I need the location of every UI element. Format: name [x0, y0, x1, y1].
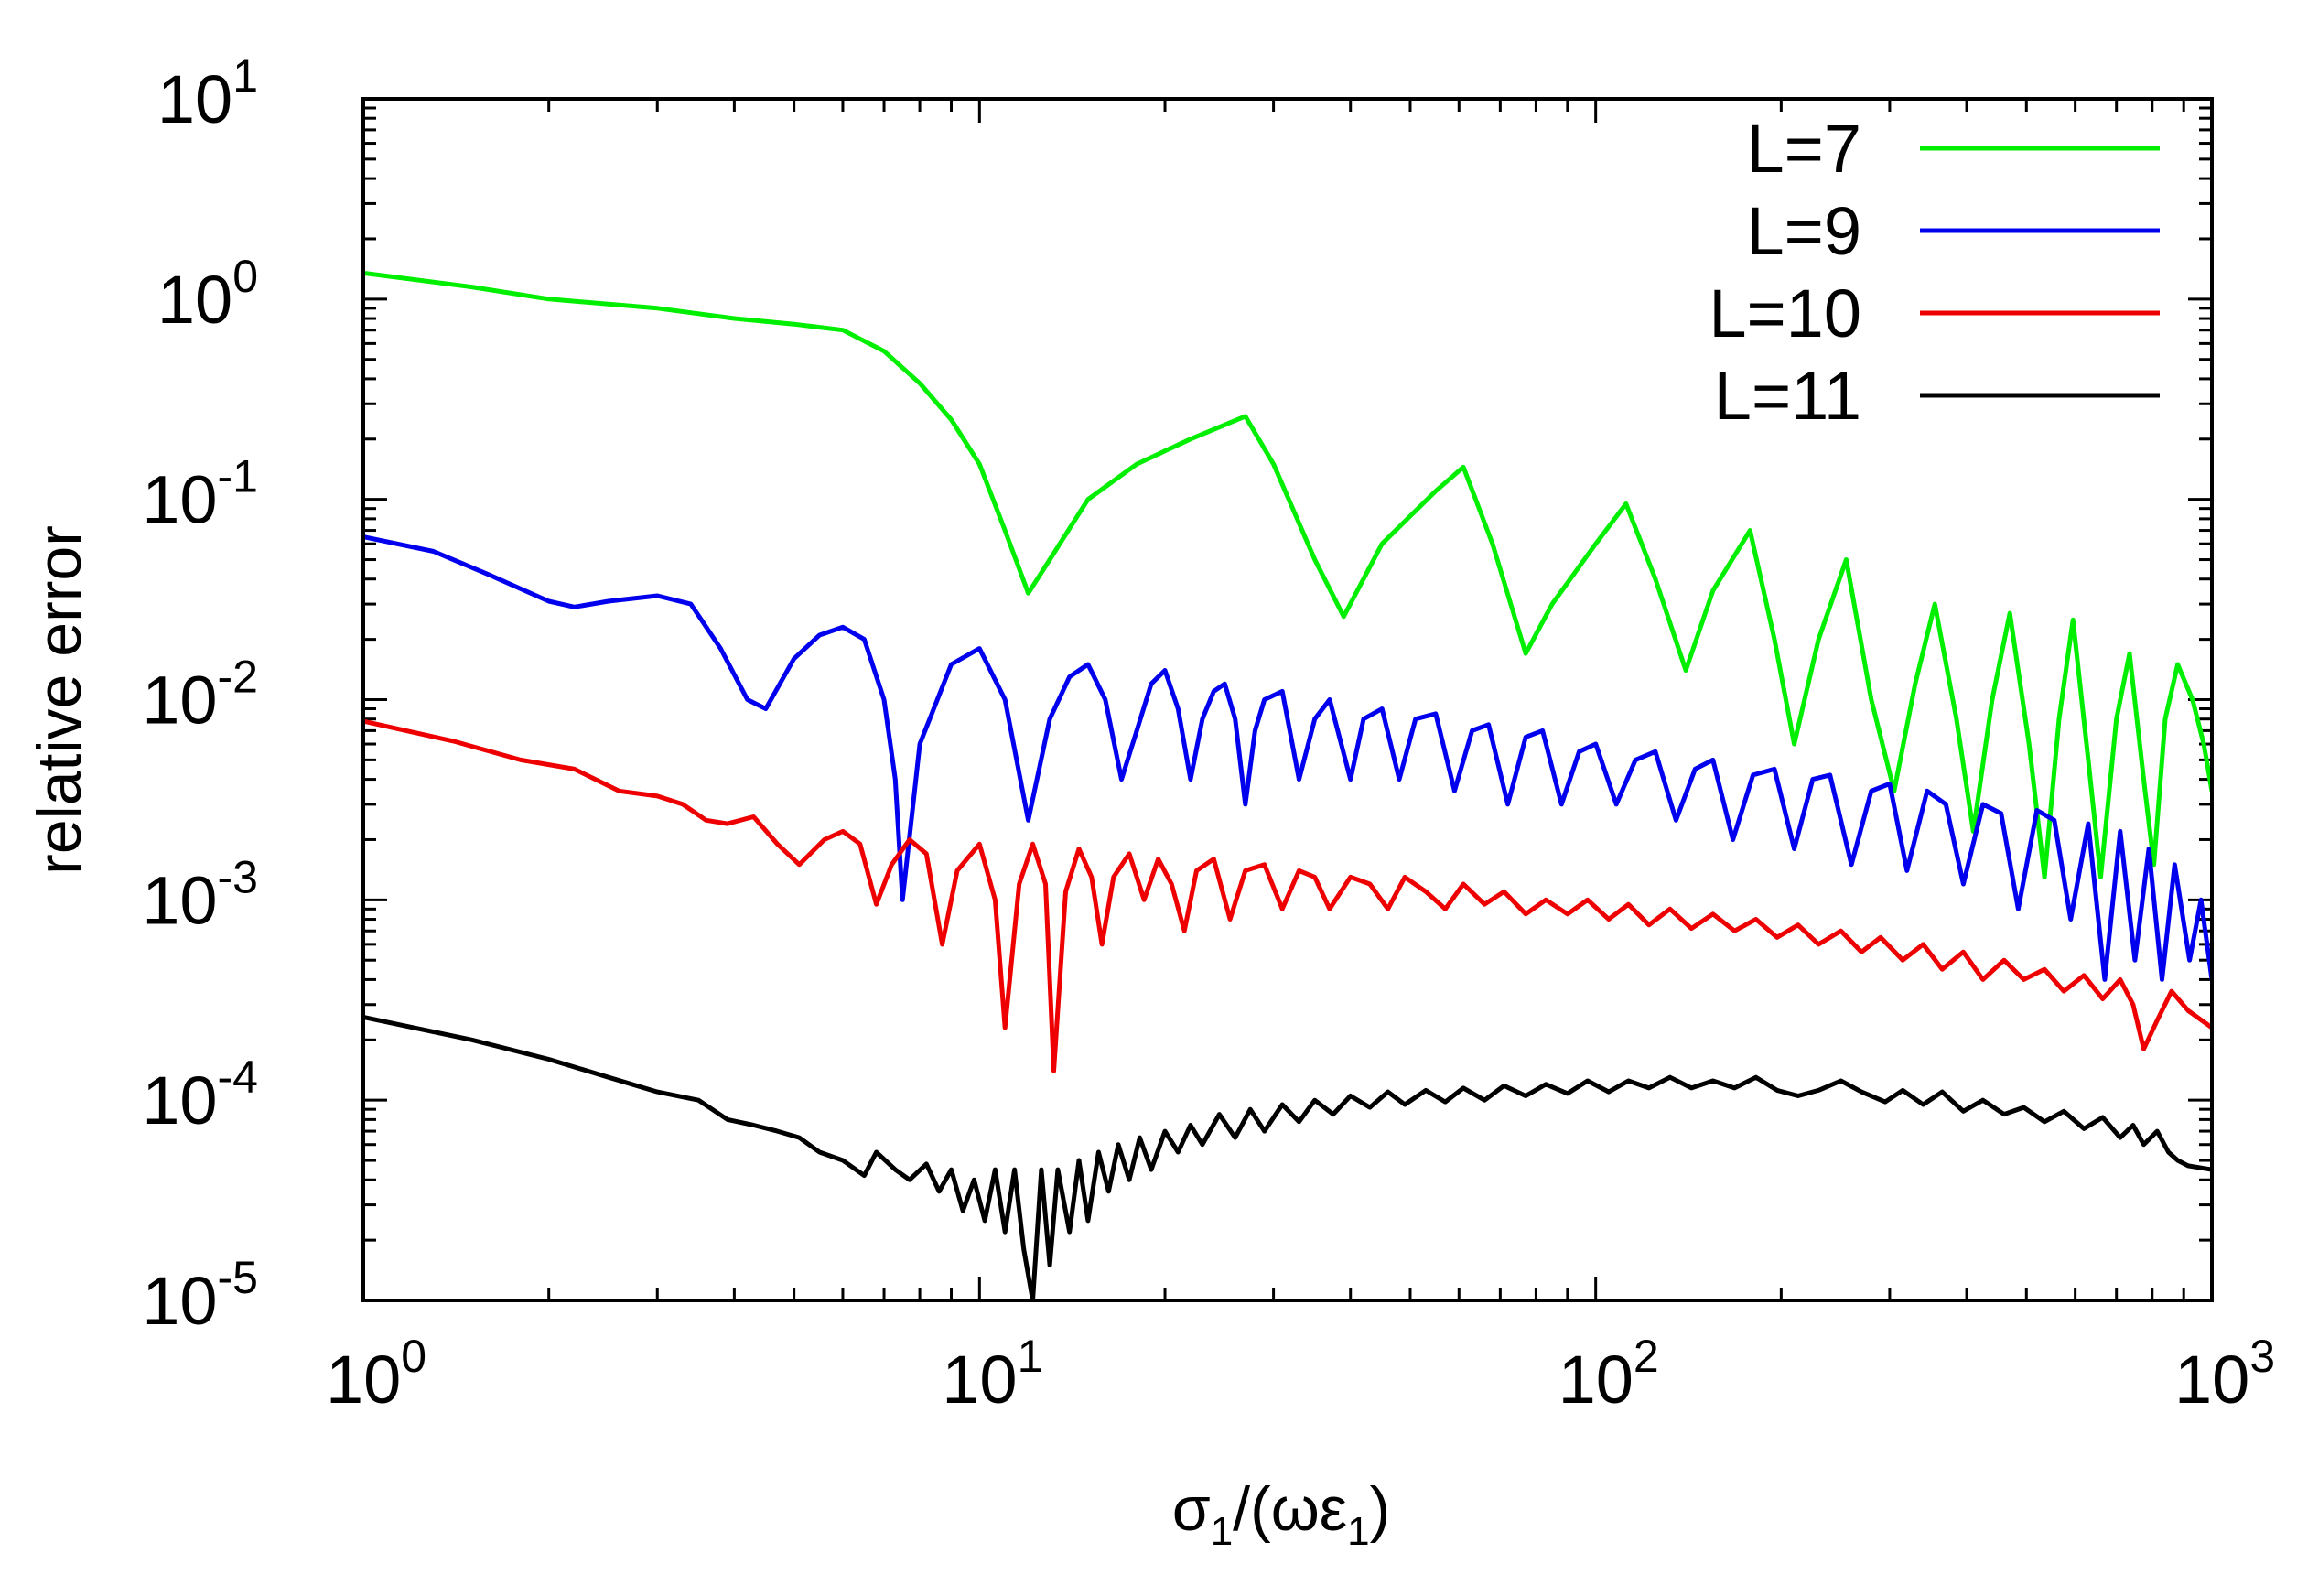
legend-label: L=9 [1746, 193, 1861, 269]
x-tick-label-exponent: 3 [2249, 1331, 2275, 1382]
y-tick-label: 10-3 [142, 851, 258, 938]
y-tick-label: 10-5 [142, 1252, 258, 1339]
y-tick-label: 10-4 [142, 1051, 258, 1138]
x-tick-label-base: 10 [2174, 1342, 2249, 1418]
x-tick-label-exponent: 1 [1018, 1331, 1043, 1382]
y-tick-label-base: 10 [157, 262, 232, 338]
y-tick-label: 101 [157, 50, 258, 137]
x-axis-title-sigma: σ [1172, 1474, 1211, 1544]
y-tick-label: 10-1 [142, 451, 258, 538]
y-tick-label-exponent: -1 [218, 451, 258, 502]
series-line-l-10 [363, 718, 2212, 1073]
y-tick-label-base: 10 [142, 1062, 217, 1138]
y-tick-label: 10-2 [142, 652, 258, 739]
x-tick-label: 100 [326, 1331, 426, 1418]
y-tick-label-exponent: 0 [232, 251, 258, 302]
x-tick-label-exponent: 2 [1634, 1331, 1659, 1382]
y-tick-label-exponent: -2 [218, 652, 258, 703]
x-tick-label-base: 10 [1558, 1342, 1634, 1418]
series-layer [363, 270, 2212, 1300]
x-tick-label-base: 10 [942, 1342, 1017, 1418]
x-axis-title-sub-1: 1 [1211, 1509, 1233, 1554]
y-tick-label-base: 10 [157, 61, 232, 137]
y-tick-label-base: 10 [142, 862, 217, 938]
x-tick-labels: 100 101 102 103 [326, 1331, 2275, 1418]
x-axis-title-mid: /(ωε [1233, 1474, 1347, 1544]
legend-label: L=7 [1746, 111, 1861, 187]
x-axis-title: σ1/(ωε1) [1172, 1474, 1391, 1554]
legend-label: L=11 [1714, 358, 1861, 434]
y-tick-label-base: 10 [142, 663, 217, 739]
plot-frame [361, 97, 2214, 1302]
series-line-l-7 [363, 270, 2212, 879]
x-tick-label: 103 [2174, 1331, 2275, 1418]
x-axis-title-sub-2: 1 [1347, 1509, 1369, 1554]
y-tick-label-exponent: -3 [218, 851, 258, 902]
x-tick-label-base: 10 [326, 1342, 401, 1418]
y-tick-label-exponent: -4 [218, 1051, 258, 1103]
x-tick-label-exponent: 0 [401, 1331, 426, 1382]
y-tick-label-exponent: -5 [218, 1252, 258, 1303]
series-line-l-11 [363, 1014, 2212, 1300]
y-tick-label: 100 [157, 251, 258, 338]
legend: L=7L=9L=10L=11 [1709, 111, 2160, 434]
legend-label: L=10 [1709, 275, 1861, 351]
x-axis-title-end: ) [1370, 1474, 1391, 1544]
y-tick-label-base: 10 [142, 1263, 217, 1339]
x-tick-label: 102 [1558, 1331, 1659, 1418]
y-tick-label-base: 10 [142, 462, 217, 538]
y-tick-label-exponent: 1 [232, 50, 258, 102]
x-tick-label: 101 [942, 1331, 1042, 1418]
series-line-l-9 [363, 534, 2212, 982]
y-axis-title: relative error [25, 525, 94, 875]
